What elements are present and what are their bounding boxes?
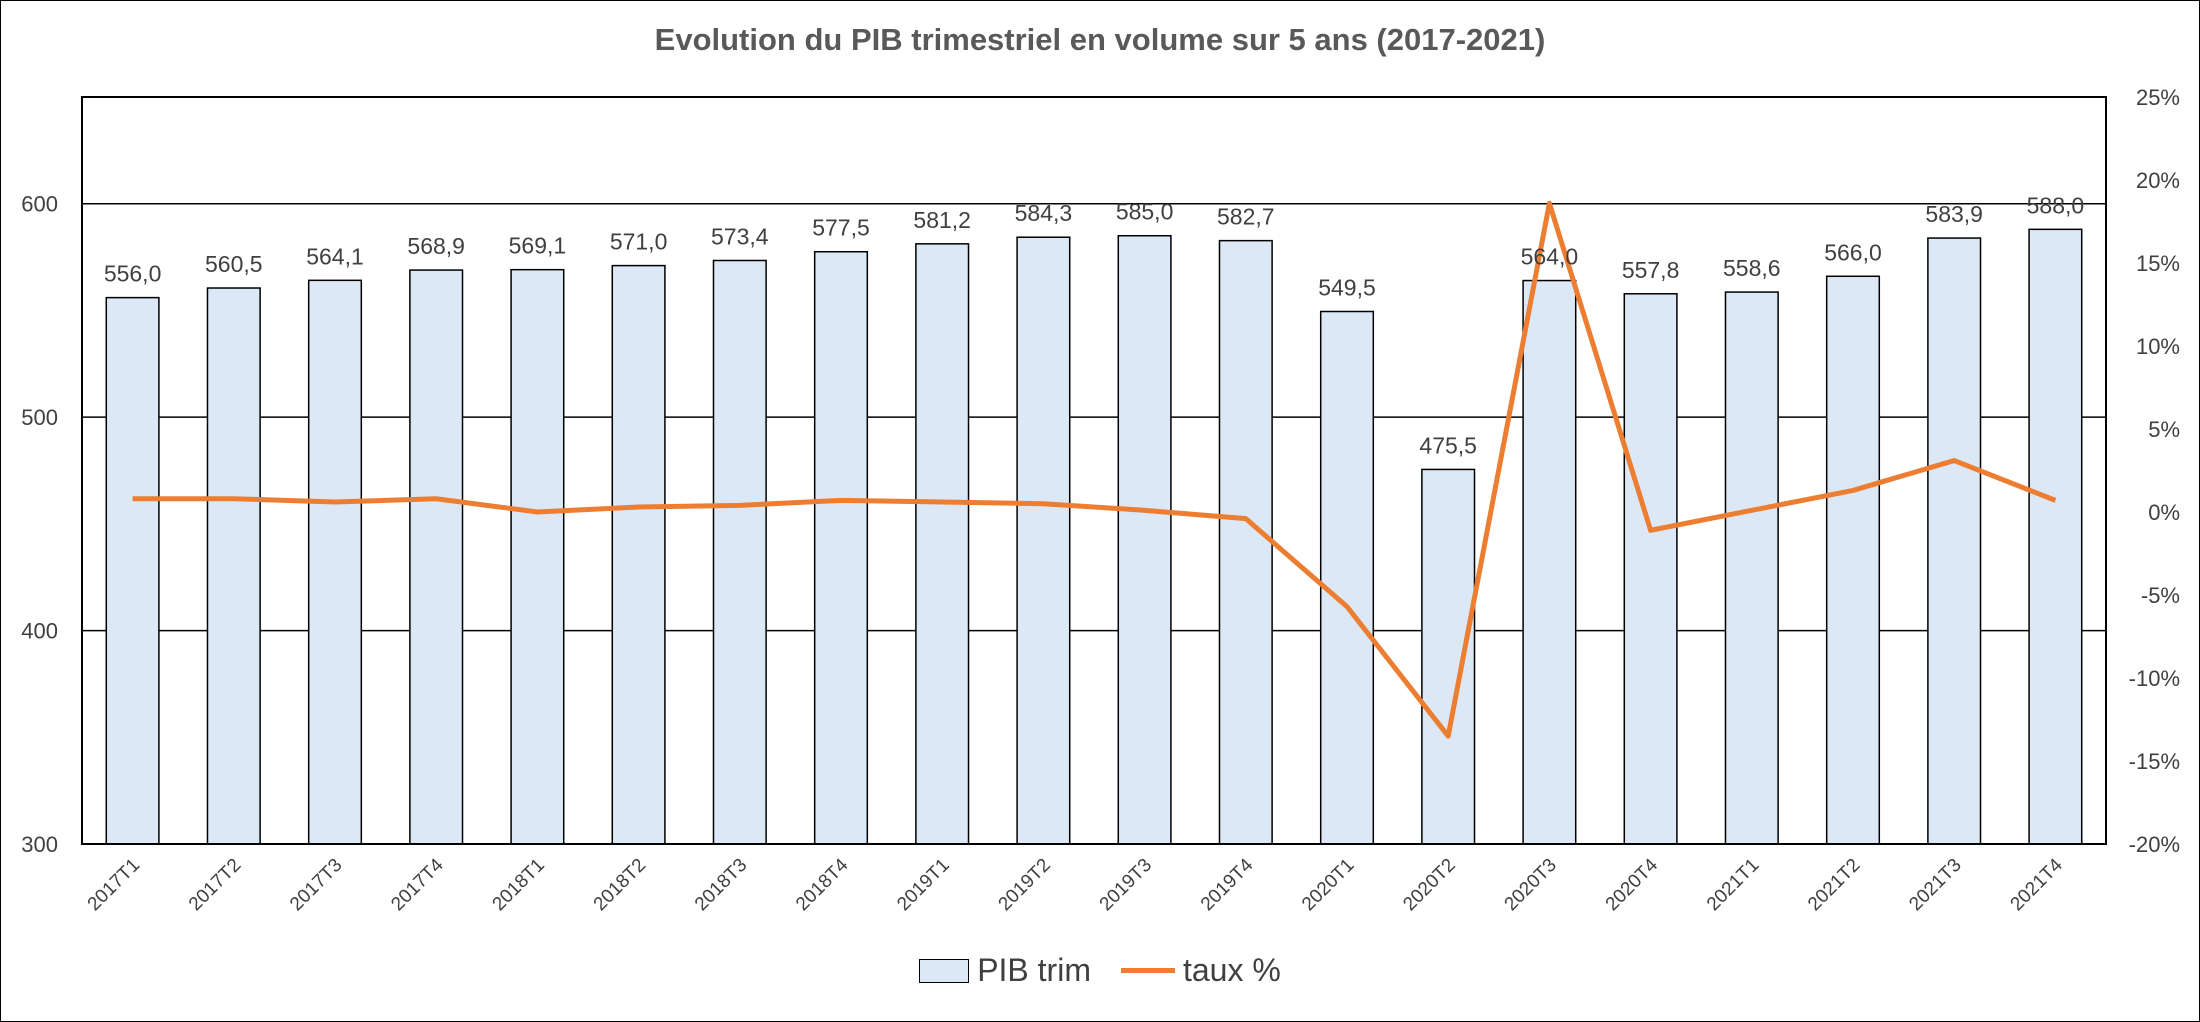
right-axis-tick-label: 10% [2136,334,2180,359]
x-axis: 2017T1 2017T2 2017T3 2017T4 2018T1 2018T2 2018… [84,854,2068,915]
x-axis-tick-label: 2020T4 [1602,854,1663,915]
legend-line-swatch [1120,968,1175,973]
data-labels: 556,0 560,5 564,1 568,9 569,1 571,0 573,4 577,5… [104,192,2084,458]
right-axis-tick-label: 15% [2136,251,2180,276]
legend-bar-swatch [919,958,970,983]
bar-data-label: 582,7 [1217,204,1275,230]
plot-area-border [81,96,2107,845]
right-axis: -20% -15% -10% -5% 0% 5% 10% 15% 20% 25% [2129,85,2180,857]
bar [1319,310,1375,845]
bar [510,268,565,845]
x-axis-tick-label: 2021T1 [1703,855,1763,915]
bar-data-label: 577,5 [812,215,870,241]
bar-data-label: 571,0 [610,229,668,255]
right-axis-tick-label: 25% [2136,85,2180,110]
right-axis-tick-label: 0% [2148,500,2180,525]
x-axis-tick-label: 2021T4 [2007,854,2068,915]
bar-data-label: 566,0 [1824,239,1882,265]
bar [1522,279,1577,845]
left-axis-tick-label: 500 [21,405,58,430]
bar [105,296,160,845]
x-axis-tick-label: 2019T3 [1096,855,1156,915]
bar-data-label: 588,0 [2027,192,2085,218]
legend-item-line: taux % [1120,952,1281,989]
bar-data-label: 564,0 [1521,244,1579,270]
x-axis-tick-label: 2021T3 [1905,855,1965,915]
bar [206,287,261,845]
bar-series [105,228,2083,845]
bar [813,250,869,845]
bar-data-label: 584,3 [1015,200,1073,226]
x-axis-tick-label: 2019T2 [995,855,1055,915]
right-axis-tick-label: 20% [2136,168,2180,193]
x-axis-tick-label: 2017T3 [286,855,346,915]
bar [1724,291,1779,845]
x-axis-tick-label: 2018T4 [792,854,853,915]
right-axis-tick-label: 5% [2148,417,2180,442]
bar [409,269,464,845]
bar-data-label: 564,1 [306,243,364,269]
chart-title: Evolution du PIB trimestriel en volume s… [654,22,1546,57]
x-axis-tick-label: 2017T2 [185,855,245,915]
bar [611,264,666,845]
right-axis-tick-label: -20% [2129,832,2180,857]
bar [1825,275,1881,845]
x-axis-tick-label: 2020T2 [1399,855,1459,915]
x-axis-tick-label: 2019T1 [893,855,953,915]
bar [1218,239,1273,845]
bar-data-label: 557,8 [1622,257,1680,283]
legend-item-bar: PIB trim [919,952,1091,989]
right-axis-tick-label: -15% [2129,749,2180,774]
gridlines [82,202,2106,632]
right-axis-tick-label: -5% [2141,583,2180,608]
x-axis-tick-label: 2018T2 [590,855,650,915]
bar [1623,293,1678,845]
bar-data-label: 585,0 [1116,199,1174,225]
x-axis-tick-label: 2020T1 [1298,855,1358,915]
legend: PIB trim taux % [0,952,2200,989]
bar-data-label: 581,2 [913,207,971,233]
x-axis-tick-label: 2020T3 [1501,855,1561,915]
bar-data-label: 475,5 [1419,432,1477,458]
legend-label-bar: PIB trim [977,952,1091,988]
bar [1421,468,1476,845]
left-axis: 300 400 500 600 [21,192,58,857]
left-axis-tick-label: 300 [21,832,58,857]
x-axis-tick-label: 2018T3 [691,855,751,915]
bar [915,243,970,845]
x-axis-tick-label: 2018T1 [489,855,549,915]
x-axis-tick-label: 2021T2 [1804,855,1864,915]
x-axis-tick-label: 2019T4 [1197,854,1258,915]
bar [1117,234,1172,845]
bar [712,259,767,845]
bar-data-label: 569,1 [509,233,567,259]
left-axis-tick-label: 400 [21,619,58,644]
x-axis-tick-label: 2017T4 [387,854,448,915]
line-series [132,200,2057,739]
bar [2028,228,2083,845]
x-axis-tick-label: 2017T1 [84,855,144,915]
bar-data-label: 573,4 [711,223,769,249]
bar [1927,237,1982,845]
bar-data-label: 568,9 [407,233,465,259]
bar-data-label: 558,6 [1723,255,1781,281]
left-axis-tick-label: 600 [21,192,58,217]
bar [1016,236,1071,845]
bar-data-label: 560,5 [205,251,263,277]
line-series-path [132,200,2057,739]
legend-label-line: taux % [1182,952,1281,988]
bar-data-label: 583,9 [1925,201,1983,227]
right-axis-tick-label: -10% [2129,666,2180,691]
bar [307,279,363,845]
bar-data-label: 549,5 [1318,274,1376,300]
bar-data-label: 556,0 [104,261,162,287]
